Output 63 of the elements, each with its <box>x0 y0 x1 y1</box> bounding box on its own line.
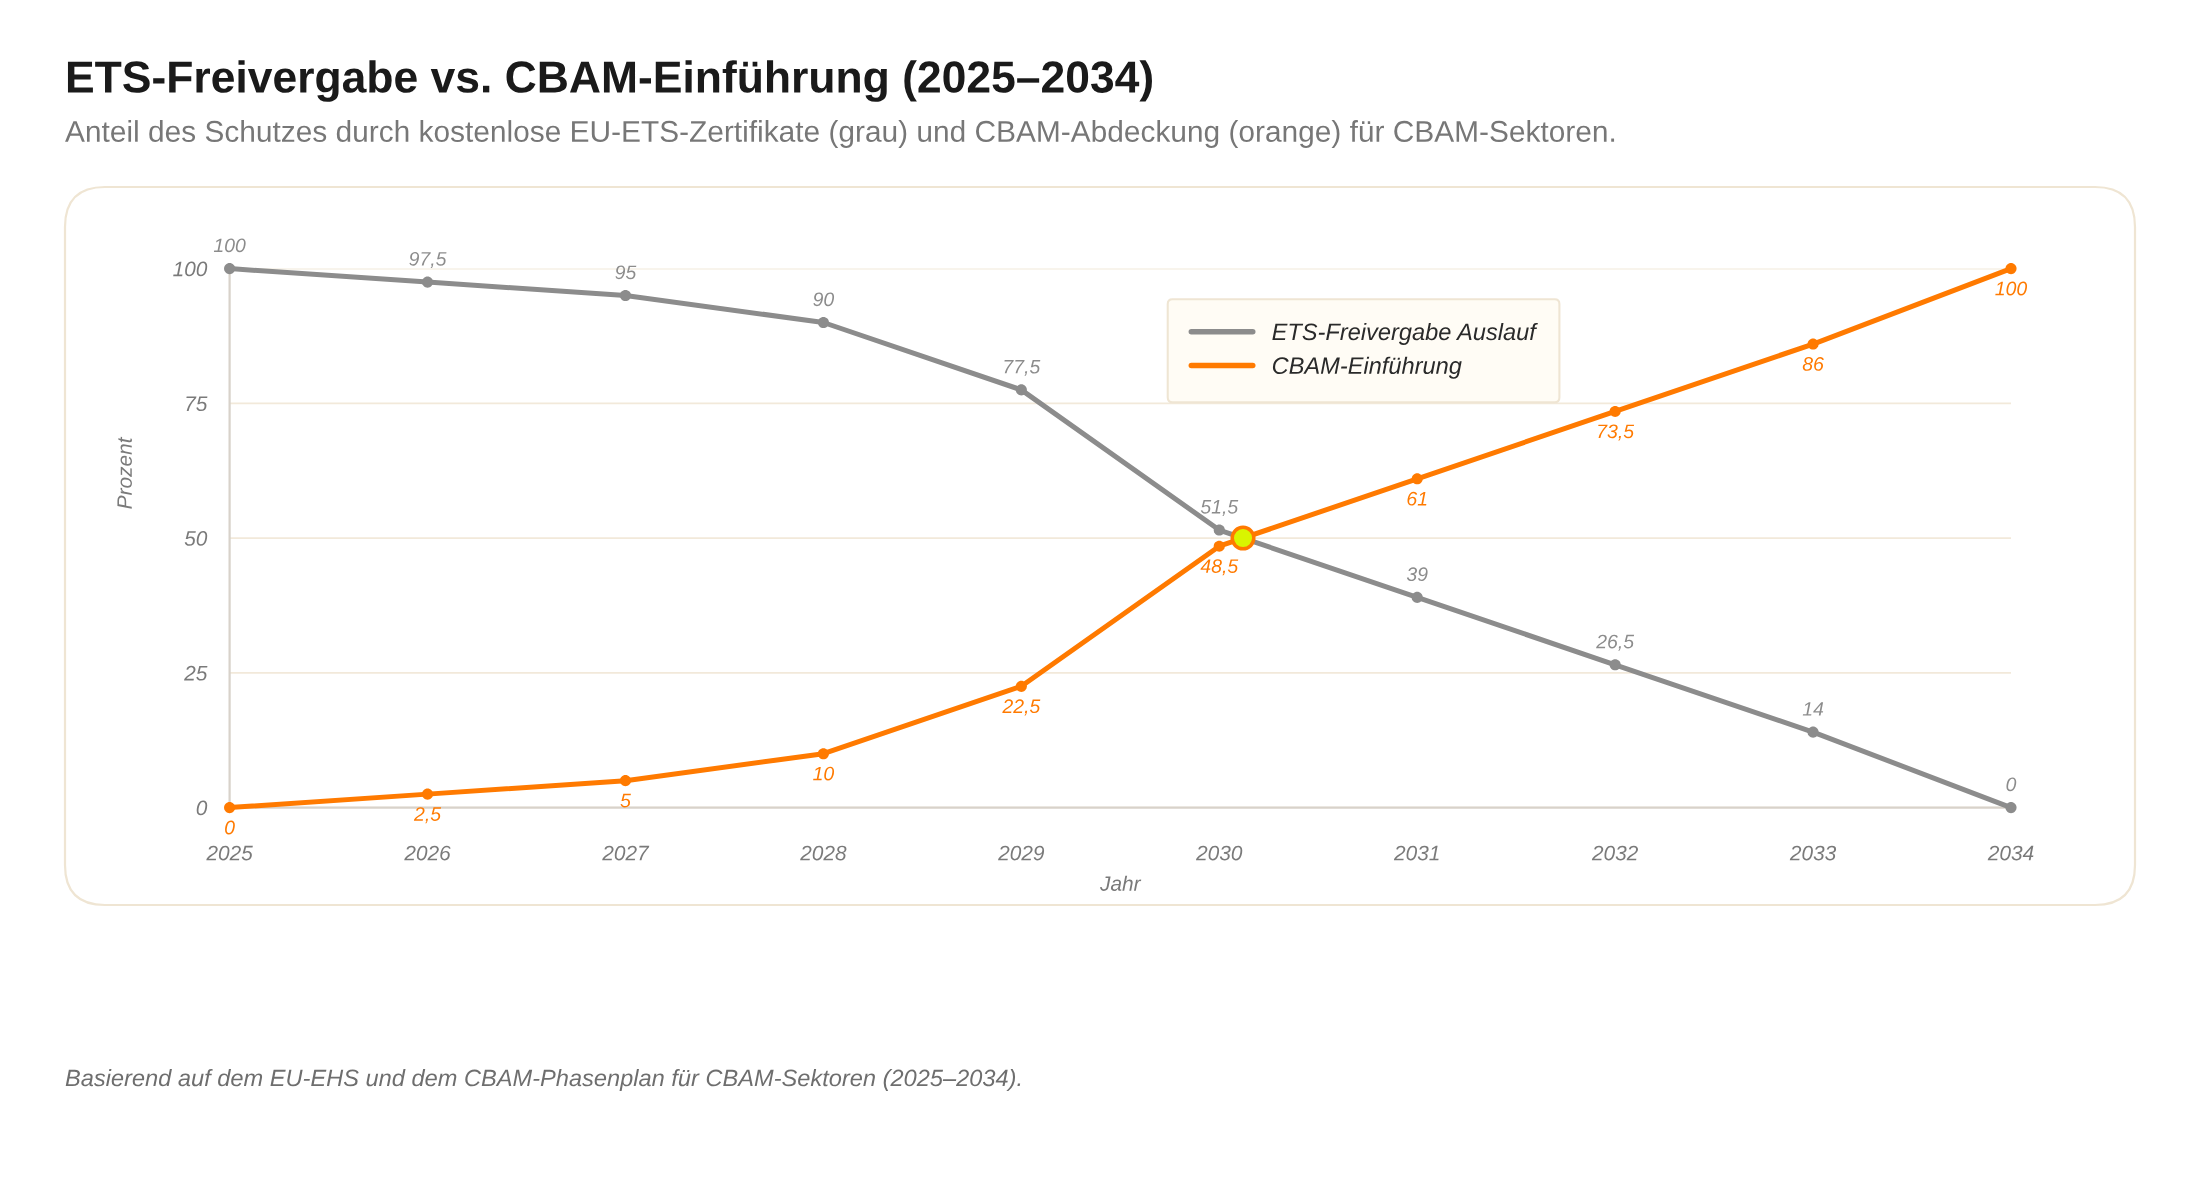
point <box>1609 659 1621 671</box>
data-label: 90 <box>813 292 835 307</box>
point <box>224 263 236 275</box>
y-tick-label: 0 <box>196 800 208 816</box>
point <box>619 775 632 787</box>
x-axis-title: Jahr <box>1099 875 1142 891</box>
data-label: 48,5 <box>1200 559 1239 576</box>
point <box>1015 680 1027 692</box>
point <box>1015 384 1027 396</box>
point <box>2005 263 2017 275</box>
y-tick-label: 100 <box>173 261 208 277</box>
data-label: 97,5 <box>409 251 447 269</box>
x-tick-label: 2025 <box>206 845 253 861</box>
data-label: 26,5 <box>1596 634 1635 651</box>
x-tick-label: 2031 <box>1393 845 1439 861</box>
data-label: 100 <box>213 238 246 253</box>
point <box>1230 525 1256 551</box>
point <box>1411 591 1423 603</box>
x-tick-label: 2032 <box>1591 845 1638 861</box>
x-tick-label: 2030 <box>1195 845 1243 861</box>
y-tick-label: 75 <box>186 396 208 412</box>
point <box>421 788 434 800</box>
x-tick-label: 2027 <box>602 845 650 861</box>
data-label: 100 <box>1995 281 2028 296</box>
data-label: 0 <box>225 820 235 835</box>
y-tick-label: 50 <box>184 531 208 546</box>
point <box>2005 802 2017 814</box>
y-axis-title: Prozent <box>117 436 132 509</box>
data-label: 95 <box>615 265 637 280</box>
data-label: 14 <box>1802 702 1824 716</box>
point <box>1807 338 1819 350</box>
point <box>1609 405 1621 417</box>
point <box>1411 473 1423 485</box>
data-label: 2,5 <box>413 807 442 824</box>
data-label: 10 <box>813 766 835 781</box>
legend-label: CBAM-Einführung <box>1272 356 1462 379</box>
chart-subtitle: Anteil des Schutzes durch kostenlose EU-ETS-Zertifikate (grau) und CBAM-Abdeckung (orange) für CBAM-Sektoren. <box>65 120 1615 148</box>
x-tick-label: 2029 <box>998 845 1045 861</box>
chart-title: ETS-Freivergabe vs. CBAM-Einführung (2025–2034) <box>67 60 1152 102</box>
data-label: 61 <box>1407 491 1427 506</box>
data-label: 73,5 <box>1598 424 1635 441</box>
data-label: 5 <box>620 793 631 808</box>
x-tick-label: 2034 <box>1987 845 2034 861</box>
point <box>1213 540 1225 552</box>
x-tick-label: 2026 <box>404 845 451 861</box>
point <box>817 748 829 760</box>
text: Basierend auf dem EU-EHS und dem CBAM-Phasenplan für CBAM-Sektoren (2025–2034). <box>65 1068 1021 1092</box>
point <box>224 802 236 814</box>
x-tick-label: 2033 <box>1789 845 1837 861</box>
point <box>421 276 434 288</box>
point <box>1213 524 1225 536</box>
x-tick-label: 2028 <box>800 845 847 861</box>
data-label: 51,5 <box>1200 500 1239 516</box>
y-tick-label: 25 <box>184 665 208 681</box>
data-label: 39 <box>1406 567 1428 582</box>
legend-label: ETS-Freivergabe Auslauf <box>1272 322 1538 345</box>
data-label: 22,5 <box>1002 699 1041 716</box>
point <box>817 316 829 329</box>
data-label: 77,5 <box>1004 359 1041 376</box>
data-label: 86 <box>1802 357 1824 371</box>
point <box>619 289 632 302</box>
point <box>1807 726 1819 738</box>
data-label: 0 <box>2006 777 2017 792</box>
